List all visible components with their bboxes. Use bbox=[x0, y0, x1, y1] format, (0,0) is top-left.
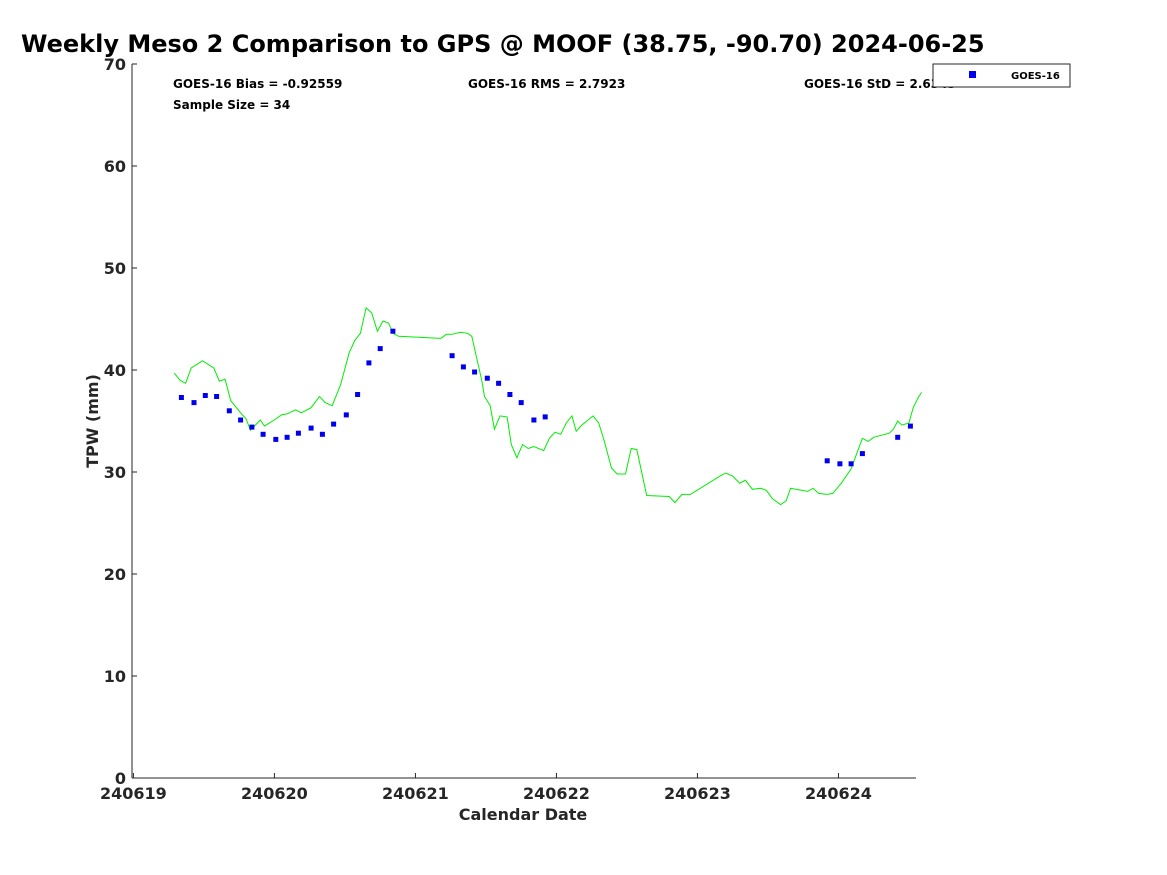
x-axis-label: Calendar Date bbox=[459, 805, 588, 824]
y-tick-label: 20 bbox=[104, 565, 126, 584]
x-tick-label: 240622 bbox=[523, 784, 590, 803]
goes16-data-point bbox=[848, 461, 854, 467]
goes16-data-point bbox=[824, 458, 830, 464]
x-tick-label: 240619 bbox=[100, 784, 167, 803]
goes16-data-point bbox=[496, 380, 502, 386]
goes16-data-point bbox=[390, 328, 396, 334]
goes16-data-point bbox=[238, 417, 244, 423]
y-tick-label: 50 bbox=[104, 259, 126, 278]
goes16-data-point bbox=[542, 414, 548, 420]
y-tick-label: 0 bbox=[115, 769, 126, 788]
x-tick-label: 240624 bbox=[805, 784, 872, 803]
y-tick-label: 10 bbox=[104, 667, 126, 686]
goes16-data-point bbox=[214, 394, 220, 399]
bias-stat: GOES-16 Bias = -0.92559 bbox=[173, 77, 342, 91]
rms-stat: GOES-16 RMS = 2.7923 bbox=[468, 77, 625, 91]
goes16-data-point bbox=[472, 369, 478, 375]
goes16-data-point bbox=[178, 395, 184, 400]
goes16-data-point bbox=[518, 400, 524, 406]
goes16-data-point bbox=[449, 353, 455, 359]
gps-tpw-line bbox=[173, 306, 923, 506]
goes16-data-point bbox=[308, 425, 314, 431]
x-axis-ticks: 240619 240620 240621 240622 240623 240624 bbox=[100, 773, 872, 803]
goes16-data-point bbox=[907, 423, 913, 429]
legend-marker-square-icon bbox=[969, 71, 976, 78]
goes16-data-point bbox=[859, 451, 865, 457]
goes16-data-point bbox=[895, 434, 901, 440]
y-axis-ticks: 0 10 20 30 40 50 60 70 bbox=[104, 55, 137, 788]
x-tick-label: 240620 bbox=[241, 784, 308, 803]
goes16-data-point bbox=[260, 431, 266, 437]
x-tick-label: 240621 bbox=[382, 784, 449, 803]
y-tick-label: 60 bbox=[104, 157, 126, 176]
goes16-data-point bbox=[484, 375, 490, 381]
y-tick-label: 40 bbox=[104, 361, 126, 380]
goes16-data-point bbox=[331, 421, 337, 427]
goes16-data-point bbox=[319, 431, 325, 437]
goes16-data-point bbox=[377, 346, 383, 352]
sample-size-stat: Sample Size = 34 bbox=[173, 98, 290, 112]
plot-area bbox=[132, 64, 916, 778]
y-axis-label: TPW (mm) bbox=[83, 374, 102, 468]
goes16-data-point bbox=[531, 417, 537, 423]
chart-title: Weekly Meso 2 Comparison to GPS @ MOOF (… bbox=[21, 30, 985, 58]
legend: GOES-16 bbox=[932, 63, 1071, 88]
goes16-data-point bbox=[226, 408, 232, 414]
y-tick-label: 70 bbox=[104, 55, 126, 74]
goes16-data-point bbox=[355, 392, 361, 397]
goes16-data-point bbox=[507, 392, 513, 397]
goes16-data-point bbox=[249, 424, 255, 430]
legend-entry-goes16: GOES-16 bbox=[1011, 71, 1060, 82]
goes16-data-point bbox=[202, 393, 208, 398]
goes16-data-point bbox=[295, 430, 301, 436]
goes16-data-point bbox=[343, 412, 349, 418]
legend-box bbox=[932, 63, 1071, 88]
y-tick-label: 30 bbox=[104, 463, 126, 482]
goes16-data-point bbox=[460, 364, 466, 370]
x-tick-label: 240623 bbox=[664, 784, 731, 803]
goes16-data-point bbox=[191, 400, 197, 406]
goes16-data-point bbox=[273, 436, 279, 442]
series-layer bbox=[173, 306, 923, 506]
goes16-data-point bbox=[366, 360, 372, 366]
goes16-data-point bbox=[284, 434, 290, 440]
goes16-data-point bbox=[837, 461, 843, 467]
std-stat: GOES-16 StD = 2.6343 bbox=[804, 77, 956, 91]
